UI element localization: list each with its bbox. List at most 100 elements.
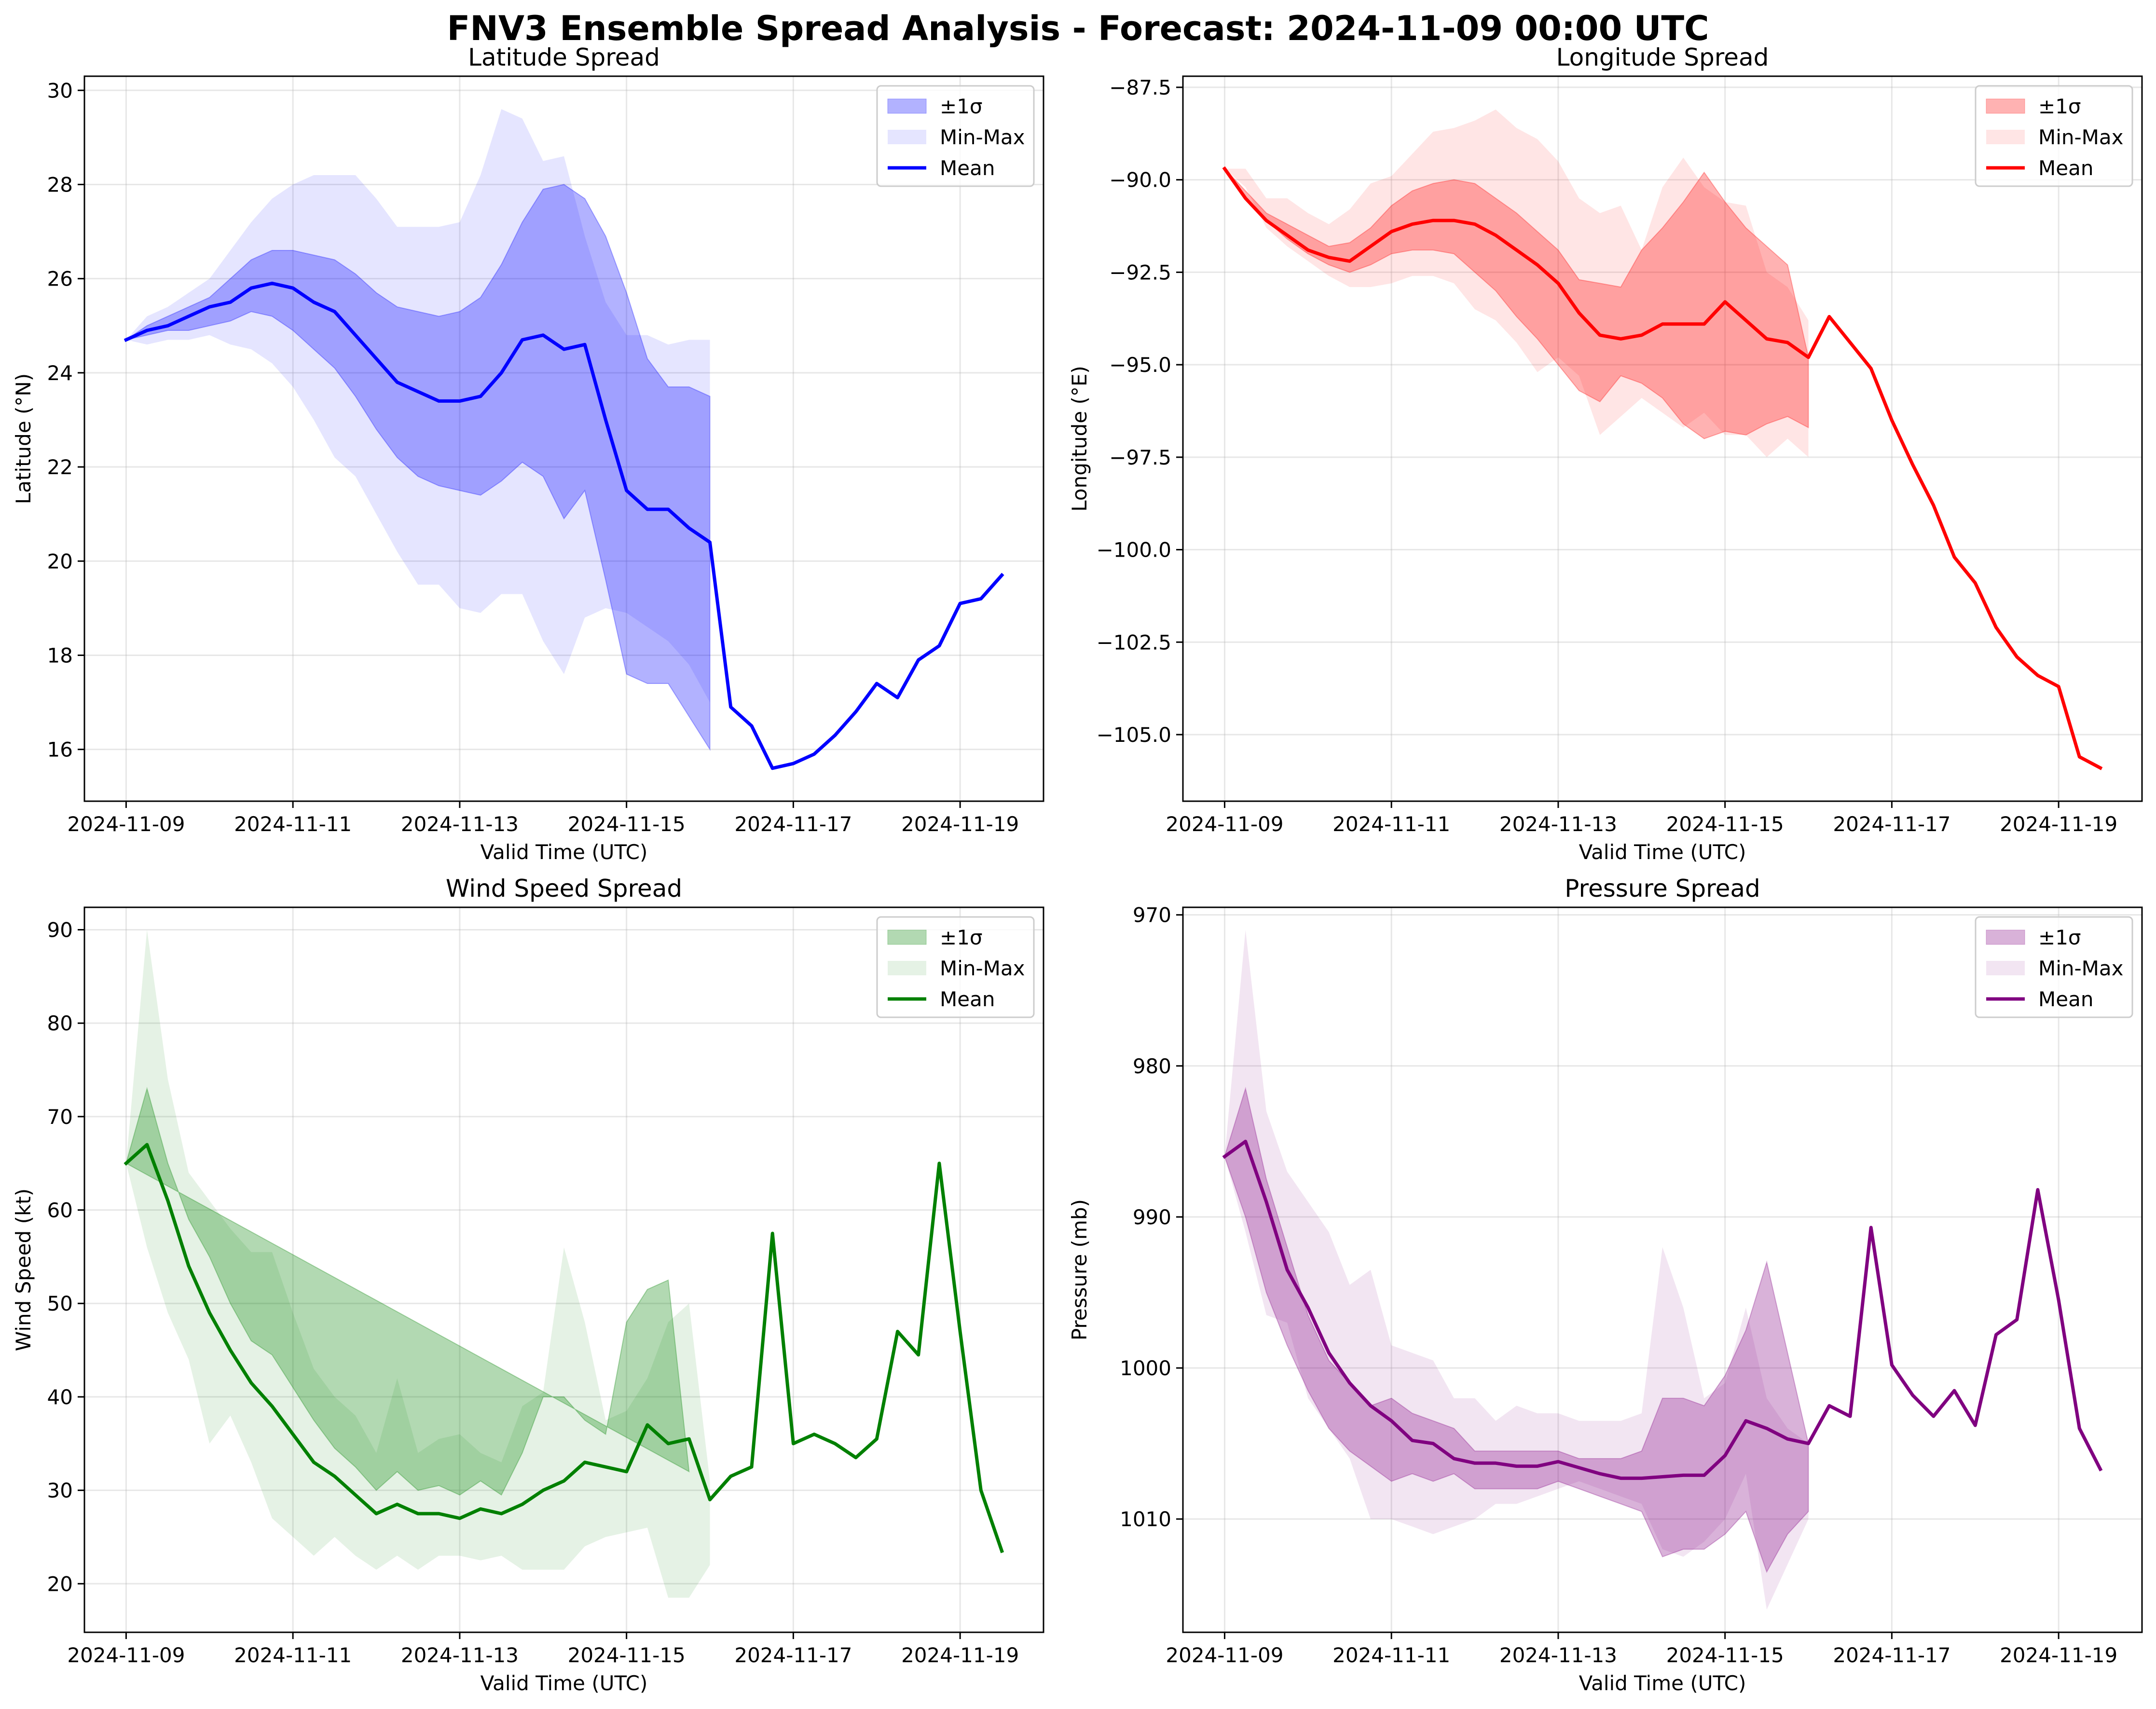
x-tick-label: 2024-11-09 [67,1643,185,1667]
legend: ±1σ Min-Max Mean [876,916,1035,1018]
sigma-band [1224,1086,1809,1573]
mean-line [124,281,1004,770]
legend-swatch-sigma [887,930,927,945]
y-tick-label: 80 [47,1012,73,1035]
plot-frame [1182,75,2143,802]
y-tick-label: 20 [47,549,73,573]
legend-label: ±1σ [940,926,983,949]
x-axis-label: Valid Time (UTC) [1579,840,1746,864]
panel-pressure-spread: 2024-11-09 2024-11-11 2024-11-13 2024-11-15… [1068,875,2143,1695]
panel-longitude-spread: 2024-11-09 2024-11-11 2024-11-13 2024-11-15… [1068,43,2143,864]
legend-label: Min-Max [2038,125,2124,149]
panel-latitude-spread: 2024-11-09 2024-11-11 2024-11-13 2024-11-15… [12,43,1044,864]
legend-frame [1975,916,2133,1018]
legend-label: Min-Max [940,957,1025,980]
plot-frame [83,906,1044,1633]
figure-title: FNV3 Ensemble Spread Analysis - Forecast… [447,9,1709,48]
x-tick-label: 2024-11-13 [1499,812,1617,836]
y-tick-label: 990 [1133,1205,1171,1229]
x-tick-label: 2024-11-13 [1499,1643,1617,1667]
y-axis-label: Latitude (°N) [12,373,35,504]
legend-frame [876,85,1035,187]
x-tick-label: 2024-11-09 [1166,812,1283,836]
y-tick-label: 18 [47,643,73,667]
min-max-band [1224,930,1809,1610]
x-tick-label: 2024-11-13 [401,812,519,836]
x-tick-label: 2024-11-17 [734,812,852,836]
x-tick-label: 2024-11-09 [67,812,185,836]
y-tick-label: 1010 [1120,1507,1171,1531]
legend-label: ±1σ [2038,926,2081,949]
y-axis-label: Longitude (°E) [1068,366,1091,512]
x-tick-label: 2024-11-11 [1332,812,1450,836]
legend-label: ±1σ [940,95,983,118]
legend-swatch-min-max [888,961,926,975]
y-tick-label: 50 [47,1292,73,1315]
x-tick-label: 2024-11-19 [2000,812,2117,836]
y-tick-label: 70 [47,1105,73,1129]
legend-label: Mean [940,156,995,180]
y-tick-label: 970 [1133,903,1171,927]
panel-wind-speed-spread: 2024-11-09 2024-11-11 2024-11-13 2024-11-15… [12,875,1044,1695]
x-tick-label: 2024-11-15 [568,812,686,836]
panel-title: Longitude Spread [1556,43,1769,71]
panel-title: Latitude Spread [468,43,660,71]
mean-line [124,1143,1004,1553]
mean-line [1222,1139,2103,1480]
y-tick-label: 20 [47,1572,73,1596]
legend-label: Min-Max [2038,957,2124,980]
x-tick-label: 2024-11-15 [1666,1643,1784,1667]
min-max-band [126,930,710,1598]
y-tick-label: 30 [47,1479,73,1503]
y-tick-label: 1000 [1120,1356,1171,1380]
legend-label: ±1σ [2038,95,2081,118]
plot-frame [1182,906,2143,1633]
y-tick-label: −105.0 [1097,723,1171,747]
y-tick-label: −95.0 [1109,353,1171,377]
x-tick-label: 2024-11-11 [234,812,352,836]
x-tick-label: 2024-11-09 [1166,1643,1283,1667]
y-tick-label: −90.0 [1109,168,1171,192]
y-tick-label: 90 [47,918,73,942]
y-tick-label: 980 [1133,1054,1171,1078]
mean-line [1222,166,2103,770]
x-tick-label: 2024-11-15 [1666,812,1784,836]
legend-swatch-sigma [1986,98,2025,114]
y-tick-label: −100.0 [1097,538,1171,562]
y-tick-label: 26 [47,267,73,291]
x-tick-label: 2024-11-19 [901,812,1019,836]
x-tick-label: 2024-11-17 [1833,1643,1950,1667]
legend: ±1σ Min-Max Mean [1975,85,2133,187]
x-axis-label: Valid Time (UTC) [1579,1671,1746,1695]
x-axis-label: Valid Time (UTC) [481,1671,648,1695]
y-tick-label: −92.5 [1109,260,1171,284]
panel-title: Pressure Spread [1565,875,1760,902]
legend-frame [1975,85,2133,187]
x-tick-label: 2024-11-11 [234,1643,352,1667]
y-tick-label: 40 [47,1385,73,1409]
y-tick-label: −97.5 [1109,446,1171,469]
legend-swatch-min-max [1986,961,2025,975]
legend-label: Mean [940,987,995,1011]
legend-label: Min-Max [940,125,1025,149]
y-tick-label: −102.5 [1097,630,1171,654]
x-tick-label: 2024-11-19 [901,1643,1019,1667]
min-max-band [1224,109,1809,457]
legend-frame [876,916,1035,1018]
y-tick-label: 28 [47,173,73,196]
sigma-band [1224,168,1809,439]
x-tick-label: 2024-11-19 [2000,1643,2117,1667]
legend: ±1σ Min-Max Mean [1975,916,2133,1018]
y-tick-label: 16 [47,738,73,762]
x-axis-label: Valid Time (UTC) [481,840,648,864]
panel-title: Wind Speed Spread [446,875,682,902]
y-tick-label: 22 [47,455,73,479]
x-tick-label: 2024-11-17 [734,1643,852,1667]
y-tick-label: 30 [47,79,73,102]
x-tick-label: 2024-11-13 [401,1643,519,1667]
plot-frame [83,75,1044,802]
legend: ±1σ Min-Max Mean [876,85,1035,187]
x-tick-label: 2024-11-11 [1332,1643,1450,1667]
legend-swatch-min-max [888,130,926,144]
